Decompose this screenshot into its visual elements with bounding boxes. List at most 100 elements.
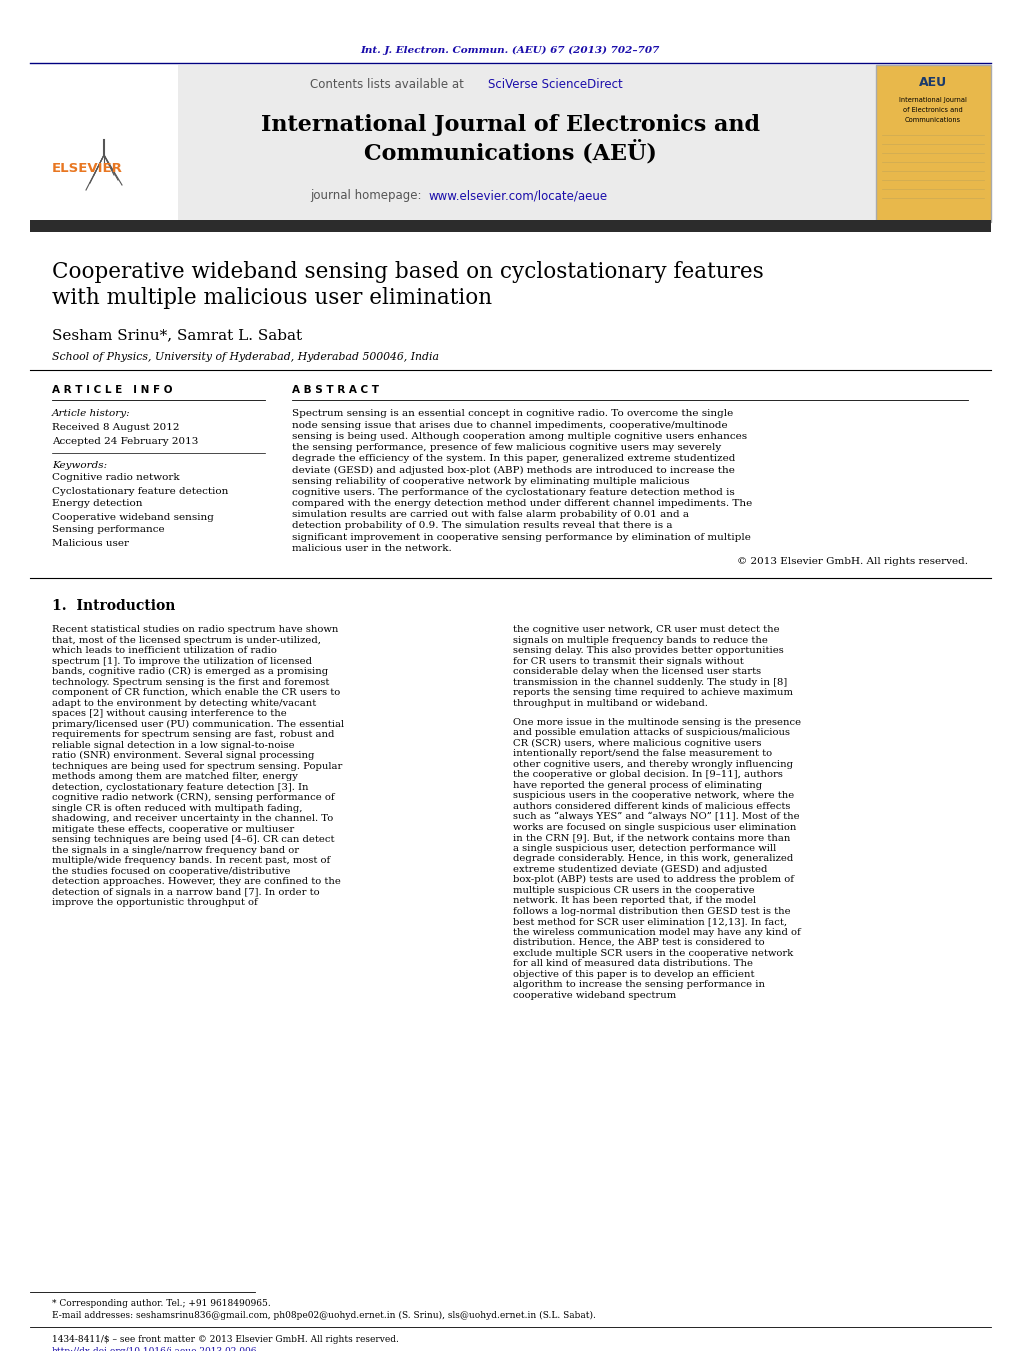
Text: A R T I C L E   I N F O: A R T I C L E I N F O — [52, 385, 173, 394]
Text: mitigate these effects, cooperative or multiuser: mitigate these effects, cooperative or m… — [52, 824, 294, 834]
Text: significant improvement in cooperative sensing performance by elimination of mul: significant improvement in cooperative s… — [292, 532, 750, 542]
Text: such as “always YES” and “always NO” [11]. Most of the: such as “always YES” and “always NO” [11… — [513, 812, 799, 821]
Text: the studies focused on cooperative/distributive: the studies focused on cooperative/distr… — [52, 866, 291, 875]
Text: shadowing, and receiver uncertainty in the channel. To: shadowing, and receiver uncertainty in t… — [52, 815, 333, 823]
Text: journal homepage:: journal homepage: — [310, 189, 426, 203]
Text: malicious user in the network.: malicious user in the network. — [292, 544, 451, 553]
Text: have reported the general process of eliminating: have reported the general process of eli… — [513, 781, 762, 789]
Text: Energy detection: Energy detection — [52, 500, 143, 508]
Text: deviate (GESD) and adjusted box-plot (ABP) methods are introduced to increase th: deviate (GESD) and adjusted box-plot (AB… — [292, 466, 735, 474]
Bar — [30, 65, 178, 222]
Text: SciVerse ScienceDirect: SciVerse ScienceDirect — [488, 77, 623, 91]
Text: throughput in multiband or wideband.: throughput in multiband or wideband. — [513, 698, 708, 708]
Text: in the CRN [9]. But, if the network contains more than: in the CRN [9]. But, if the network cont… — [513, 834, 790, 842]
Text: compared with the energy detection method under different channel impediments. T: compared with the energy detection metho… — [292, 499, 752, 508]
Text: Int. J. Electron. Commun. (AEU) 67 (2013) 702–707: Int. J. Electron. Commun. (AEU) 67 (2013… — [360, 46, 660, 54]
Text: of Electronics and: of Electronics and — [904, 107, 963, 113]
Text: authors considered different kinds of malicious effects: authors considered different kinds of ma… — [513, 801, 790, 811]
Bar — [30, 65, 991, 222]
Text: follows a log-normal distribution then GESD test is the: follows a log-normal distribution then G… — [513, 907, 790, 916]
Text: the signals in a single/narrow frequency band or: the signals in a single/narrow frequency… — [52, 846, 299, 855]
Text: Article history:: Article history: — [52, 409, 131, 419]
Text: box-plot (ABP) tests are used to address the problem of: box-plot (ABP) tests are used to address… — [513, 875, 794, 884]
Text: technology. Spectrum sensing is the first and foremost: technology. Spectrum sensing is the firs… — [52, 678, 330, 686]
Text: methods among them are matched filter, energy: methods among them are matched filter, e… — [52, 773, 298, 781]
Text: detection approaches. However, they are confined to the: detection approaches. However, they are … — [52, 877, 341, 886]
Text: a single suspicious user, detection performance will: a single suspicious user, detection perf… — [513, 843, 776, 852]
Text: detection probability of 0.9. The simulation results reveal that there is a: detection probability of 0.9. The simula… — [292, 521, 673, 531]
Text: techniques are being used for spectrum sensing. Popular: techniques are being used for spectrum s… — [52, 762, 342, 770]
Text: spectrum [1]. To improve the utilization of licensed: spectrum [1]. To improve the utilization… — [52, 657, 312, 666]
Text: AEU: AEU — [919, 76, 947, 89]
Text: signals on multiple frequency bands to reduce the: signals on multiple frequency bands to r… — [513, 635, 768, 644]
Text: CR (SCR) users, where malicious cognitive users: CR (SCR) users, where malicious cognitiv… — [513, 739, 762, 747]
Text: ratio (SNR) environment. Several signal processing: ratio (SNR) environment. Several signal … — [52, 751, 314, 761]
Text: Keywords:: Keywords: — [52, 461, 107, 470]
Text: adapt to the environment by detecting white/vacant: adapt to the environment by detecting wh… — [52, 698, 317, 708]
Text: for all kind of measured data distributions. The: for all kind of measured data distributi… — [513, 959, 753, 969]
Text: sensing is being used. Although cooperation among multiple cognitive users enhan: sensing is being used. Although cooperat… — [292, 432, 747, 440]
Text: the sensing performance, presence of few malicious cognitive users may severely: the sensing performance, presence of few… — [292, 443, 721, 453]
Text: Recent statistical studies on radio spectrum have shown: Recent statistical studies on radio spec… — [52, 626, 338, 634]
Text: Cognitive radio network: Cognitive radio network — [52, 473, 180, 482]
Text: http://dx.doi.org/10.1016/j.aeue.2013.02.006: http://dx.doi.org/10.1016/j.aeue.2013.02… — [52, 1347, 257, 1351]
Text: cognitive radio network (CRN), sensing performance of: cognitive radio network (CRN), sensing p… — [52, 793, 335, 802]
Text: © 2013 Elsevier GmbH. All rights reserved.: © 2013 Elsevier GmbH. All rights reserve… — [737, 557, 968, 566]
Text: multiple/wide frequency bands. In recent past, most of: multiple/wide frequency bands. In recent… — [52, 857, 330, 865]
Text: E-mail addresses: seshamsrinu836@gmail.com, ph08pe02@uohyd.ernet.in (S. Srinu), : E-mail addresses: seshamsrinu836@gmail.c… — [52, 1310, 596, 1320]
Text: A B S T R A C T: A B S T R A C T — [292, 385, 379, 394]
Text: School of Physics, University of Hyderabad, Hyderabad 500046, India: School of Physics, University of Hyderab… — [52, 353, 439, 362]
Text: ELSEVIER: ELSEVIER — [52, 162, 123, 174]
Text: spaces [2] without causing interference to the: spaces [2] without causing interference … — [52, 709, 287, 719]
Text: detection of signals in a narrow band [7]. In order to: detection of signals in a narrow band [7… — [52, 888, 320, 897]
Text: transmission in the channel suddenly. The study in [8]: transmission in the channel suddenly. Th… — [513, 678, 787, 686]
Text: multiple suspicious CR users in the cooperative: multiple suspicious CR users in the coop… — [513, 885, 755, 894]
Text: sensing delay. This also provides better opportunities: sensing delay. This also provides better… — [513, 646, 784, 655]
Text: best method for SCR user elimination [12,13]. In fact,: best method for SCR user elimination [12… — [513, 917, 787, 925]
Text: bands, cognitive radio (CR) is emerged as a promising: bands, cognitive radio (CR) is emerged a… — [52, 667, 328, 676]
Text: requirements for spectrum sensing are fast, robust and: requirements for spectrum sensing are fa… — [52, 730, 334, 739]
Text: improve the opportunistic throughput of: improve the opportunistic throughput of — [52, 898, 257, 907]
Text: www.elsevier.com/locate/aeue: www.elsevier.com/locate/aeue — [428, 189, 607, 203]
Text: other cognitive users, and thereby wrongly influencing: other cognitive users, and thereby wrong… — [513, 759, 793, 769]
Text: Sesham Srinu*, Samrat L. Sabat: Sesham Srinu*, Samrat L. Sabat — [52, 328, 302, 342]
Text: that, most of the licensed spectrum is under-utilized,: that, most of the licensed spectrum is u… — [52, 635, 321, 644]
Text: One more issue in the multinode sensing is the presence: One more issue in the multinode sensing … — [513, 717, 801, 727]
Text: Cooperative wideband sensing based on cyclostationary features: Cooperative wideband sensing based on cy… — [52, 261, 764, 282]
Text: Cooperative wideband sensing: Cooperative wideband sensing — [52, 512, 213, 521]
Text: extreme studentized deviate (GESD) and adjusted: extreme studentized deviate (GESD) and a… — [513, 865, 768, 874]
Text: which leads to inefficient utilization of radio: which leads to inefficient utilization o… — [52, 646, 277, 655]
Text: International Journal: International Journal — [900, 97, 967, 103]
Text: reliable signal detection in a low signal-to-noise: reliable signal detection in a low signa… — [52, 740, 295, 750]
Text: 1434-8411/$ – see front matter © 2013 Elsevier GmbH. All rights reserved.: 1434-8411/$ – see front matter © 2013 El… — [52, 1336, 399, 1344]
Text: exclude multiple SCR users in the cooperative network: exclude multiple SCR users in the cooper… — [513, 948, 793, 958]
Text: with multiple malicious user elimination: with multiple malicious user elimination — [52, 286, 492, 309]
Text: Communications (AEÜ): Communications (AEÜ) — [363, 139, 657, 165]
Text: the cognitive user network, CR user must detect the: the cognitive user network, CR user must… — [513, 626, 780, 634]
Text: degrade the efficiency of the system. In this paper, generalized extreme student: degrade the efficiency of the system. In… — [292, 454, 735, 463]
Text: single CR is often reduced with multipath fading,: single CR is often reduced with multipat… — [52, 804, 302, 812]
Text: Communications: Communications — [905, 118, 961, 123]
Text: Sensing performance: Sensing performance — [52, 526, 164, 535]
Text: Spectrum sensing is an essential concept in cognitive radio. To overcome the sin: Spectrum sensing is an essential concept… — [292, 409, 733, 419]
Text: 1.  Introduction: 1. Introduction — [52, 598, 176, 612]
Text: for CR users to transmit their signals without: for CR users to transmit their signals w… — [513, 657, 743, 666]
Text: the wireless communication model may have any kind of: the wireless communication model may hav… — [513, 928, 800, 936]
Text: reports the sensing time required to achieve maximum: reports the sensing time required to ach… — [513, 688, 793, 697]
Text: the cooperative or global decision. In [9–11], authors: the cooperative or global decision. In [… — [513, 770, 783, 780]
Text: sensing reliability of cooperative network by eliminating multiple malicious: sensing reliability of cooperative netwo… — [292, 477, 689, 486]
Text: component of CR function, which enable the CR users to: component of CR function, which enable t… — [52, 688, 340, 697]
Text: algorithm to increase the sensing performance in: algorithm to increase the sensing perfor… — [513, 979, 765, 989]
Text: works are focused on single suspicious user elimination: works are focused on single suspicious u… — [513, 823, 796, 831]
Text: International Journal of Electronics and: International Journal of Electronics and — [260, 113, 760, 136]
Text: cognitive users. The performance of the cyclostationary feature detection method: cognitive users. The performance of the … — [292, 488, 735, 497]
Text: Malicious user: Malicious user — [52, 539, 129, 547]
Text: and possible emulation attacks of suspicious/malicious: and possible emulation attacks of suspic… — [513, 728, 790, 738]
Text: objective of this paper is to develop an efficient: objective of this paper is to develop an… — [513, 970, 755, 978]
Text: distribution. Hence, the ABP test is considered to: distribution. Hence, the ABP test is con… — [513, 938, 765, 947]
Text: sensing techniques are being used [4–6]. CR can detect: sensing techniques are being used [4–6].… — [52, 835, 335, 844]
Text: detection, cyclostationary feature detection [3]. In: detection, cyclostationary feature detec… — [52, 782, 308, 792]
Text: considerable delay when the licensed user starts: considerable delay when the licensed use… — [513, 667, 761, 676]
Text: degrade considerably. Hence, in this work, generalized: degrade considerably. Hence, in this wor… — [513, 854, 793, 863]
Text: network. It has been reported that, if the model: network. It has been reported that, if t… — [513, 896, 757, 905]
